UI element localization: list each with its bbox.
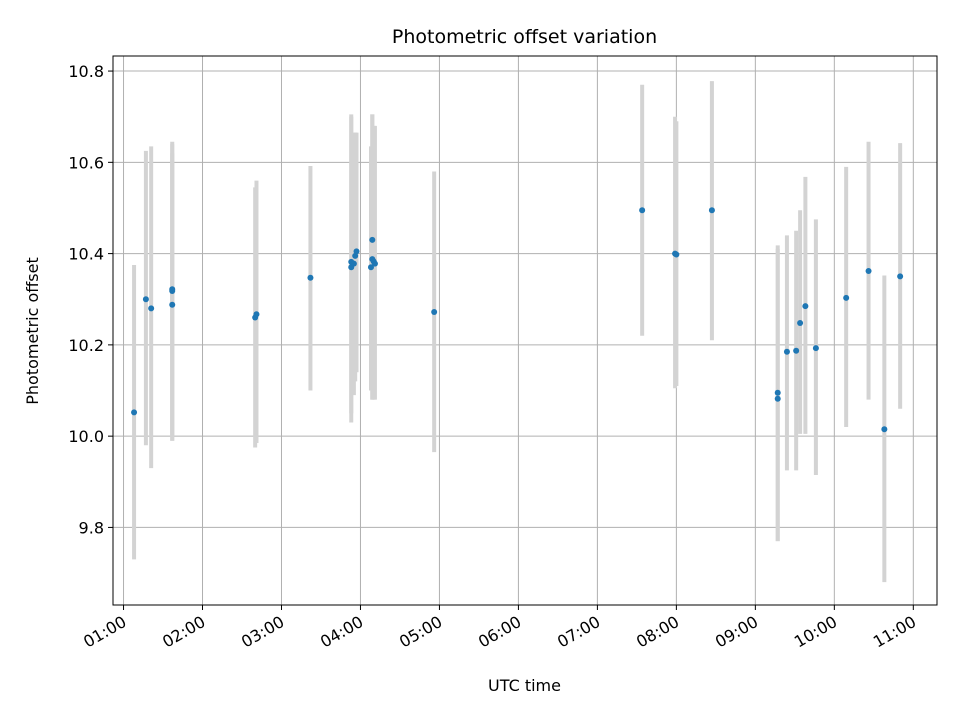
y-tick-label: 10.2 [68, 336, 104, 355]
y-tick-label: 10.0 [68, 427, 104, 446]
chart-title: Photometric offset variation [392, 26, 657, 48]
data-point [797, 319, 804, 326]
data-point [371, 260, 378, 267]
data-point [774, 395, 781, 402]
y-tick-label: 10.8 [68, 62, 104, 81]
data-point [131, 409, 138, 416]
plot-area-frame [112, 55, 938, 606]
y-axis-label: Photometric offset [23, 257, 42, 405]
data-point [843, 294, 850, 301]
x-axis-label: UTC time [488, 676, 561, 695]
data-point [673, 251, 680, 258]
y-axis: 9.8 10.0 10.2 10.4 10.6 10.8 [68, 62, 113, 537]
data-point [431, 309, 438, 316]
data-point [169, 301, 176, 308]
data-point [793, 347, 800, 354]
data-point [708, 207, 715, 214]
data-point [774, 389, 781, 396]
data-point [352, 252, 359, 259]
data-point [802, 303, 809, 310]
point-layer [131, 207, 904, 433]
data-point [881, 426, 888, 433]
y-tick-label: 10.4 [68, 245, 104, 264]
data-point [812, 345, 819, 352]
data-point [307, 274, 314, 281]
data-point [367, 264, 374, 271]
data-point [148, 305, 155, 312]
data-point [353, 248, 360, 255]
data-point [783, 348, 790, 355]
data-point [639, 207, 646, 214]
data-point [350, 260, 357, 267]
y-tick-label: 10.6 [68, 153, 104, 172]
y-tick-label: 9.8 [79, 518, 104, 537]
data-point [369, 236, 376, 243]
data-point [169, 288, 176, 295]
data-point [253, 311, 260, 318]
data-point [142, 296, 149, 303]
data-point [897, 273, 904, 280]
data-point [865, 267, 872, 274]
